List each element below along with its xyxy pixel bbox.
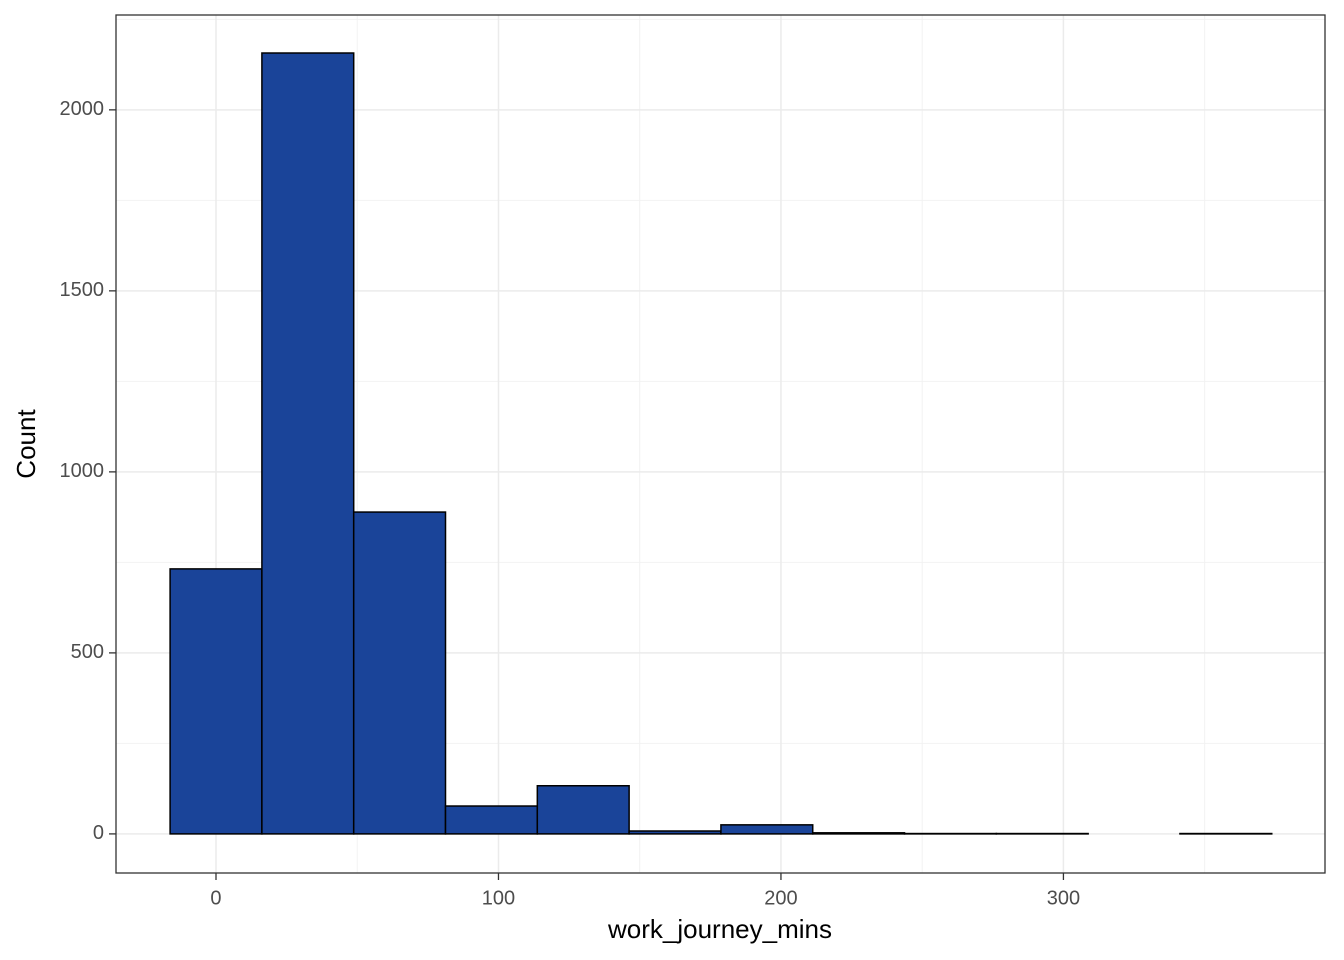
bars xyxy=(169,52,1273,835)
bar xyxy=(352,511,447,835)
x-tick-label: 0 xyxy=(210,887,221,909)
x-tick-label: 100 xyxy=(482,887,515,909)
x-tick-label: 300 xyxy=(1047,887,1080,909)
y-tick-label: 500 xyxy=(71,641,104,663)
panel-border xyxy=(115,14,1326,874)
y-tick-label: 2000 xyxy=(60,98,105,120)
bar xyxy=(169,568,263,835)
y-tick-label: 0 xyxy=(93,822,104,844)
bar xyxy=(628,830,722,835)
bar xyxy=(720,824,814,835)
bar xyxy=(811,832,906,835)
y-axis-title: Count xyxy=(11,409,41,479)
x-axis-title: work_journey_mins xyxy=(607,914,832,944)
bar xyxy=(444,805,539,835)
x-tick-label: 200 xyxy=(764,887,797,909)
bar xyxy=(536,785,630,835)
y-tick-label: 1000 xyxy=(60,460,105,482)
y-tick-label: 1500 xyxy=(60,279,105,301)
bar xyxy=(261,52,355,835)
